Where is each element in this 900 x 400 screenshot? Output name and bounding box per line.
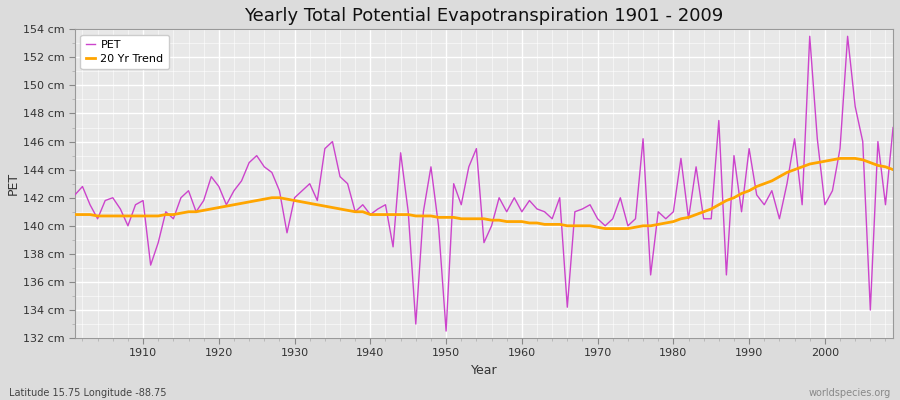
PET — [69, 192, 80, 197]
Text: Latitude 15.75 Longitude -88.75: Latitude 15.75 Longitude -88.75 — [9, 388, 166, 398]
20 Yr Trend — [297, 200, 308, 204]
PET — [615, 195, 626, 200]
20 Yr Trend — [130, 214, 141, 218]
20 Yr Trend — [615, 226, 626, 231]
Y-axis label: PET: PET — [7, 172, 20, 195]
PET — [130, 202, 141, 207]
20 Yr Trend — [517, 219, 527, 224]
PET — [805, 34, 815, 39]
20 Yr Trend — [69, 212, 80, 217]
20 Yr Trend — [342, 208, 353, 213]
20 Yr Trend — [834, 156, 845, 161]
20 Yr Trend — [508, 219, 519, 224]
PET — [517, 209, 527, 214]
PET — [524, 198, 535, 203]
20 Yr Trend — [887, 167, 898, 172]
PET — [342, 181, 353, 186]
Line: 20 Yr Trend: 20 Yr Trend — [75, 158, 893, 228]
PET — [887, 125, 898, 130]
Text: worldspecies.org: worldspecies.org — [809, 388, 891, 398]
20 Yr Trend — [599, 226, 610, 231]
Line: PET: PET — [75, 36, 893, 331]
Legend: PET, 20 Yr Trend: PET, 20 Yr Trend — [80, 35, 169, 70]
Title: Yearly Total Potential Evapotranspiration 1901 - 2009: Yearly Total Potential Evapotranspiratio… — [244, 7, 724, 25]
X-axis label: Year: Year — [471, 364, 498, 377]
PET — [297, 188, 308, 193]
PET — [441, 329, 452, 334]
